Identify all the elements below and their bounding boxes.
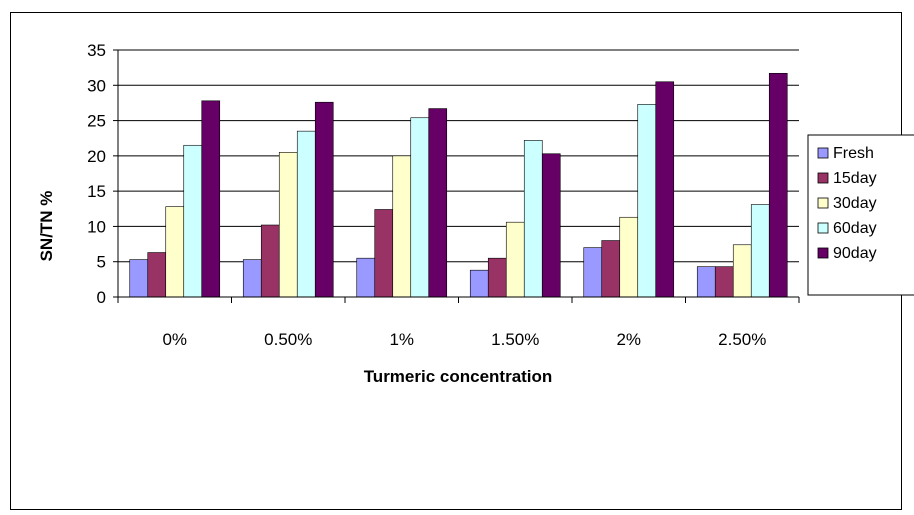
bar-30day-2 (392, 155, 412, 298)
bar-60day-5 (750, 204, 770, 298)
bar-90day-3 (541, 153, 561, 298)
bar-60day-0 (183, 144, 203, 298)
bar-30day-4 (619, 216, 639, 298)
bar-15day-2 (374, 209, 394, 298)
x-tick-label: 1.50% (491, 330, 539, 349)
y-tick-label: 30 (87, 76, 106, 95)
y-tick-label: 25 (87, 112, 106, 131)
y-tick-label: 5 (97, 253, 106, 272)
bar-15day-0 (147, 252, 167, 298)
y-tick-label: 0 (97, 288, 106, 307)
bar-60day-1 (296, 130, 316, 298)
bar-30day-3 (505, 221, 525, 298)
bar-60day-4 (637, 104, 657, 298)
bar-fresh-3 (469, 269, 489, 298)
bar-30day-1 (278, 152, 298, 298)
legend-swatch-90day (817, 247, 829, 259)
y-tick-label: 15 (87, 182, 106, 201)
x-tick-label: 2.50% (718, 330, 766, 349)
legend-label-60day: 60day (833, 220, 877, 237)
x-axis-title: Turmeric concentration (364, 367, 553, 386)
legend-label-15day: 15day (833, 170, 877, 187)
bar-15day-1 (260, 224, 280, 298)
legend-box (807, 134, 914, 296)
legend-swatch-30day (817, 197, 829, 209)
x-ticks: 0% 0.50% 1% 1.50% 2% 2.50% (117, 297, 800, 349)
bar-90day-4 (655, 81, 675, 298)
plot-area (118, 50, 799, 297)
bar-90day-1 (314, 101, 334, 298)
gridlines (118, 49, 799, 263)
y-axis-title: SN/TN % (37, 191, 56, 262)
bar-fresh-5 (696, 266, 716, 298)
y-tick-label: 10 (87, 217, 106, 236)
bar-90day-2 (428, 108, 448, 298)
x-tick-label: 1% (389, 330, 414, 349)
legend-swatch-15day (817, 172, 829, 184)
bar-60day-2 (410, 117, 430, 298)
legend-label-fresh: Fresh (833, 145, 874, 162)
bar-15day-5 (714, 266, 734, 298)
y-tick-label: 20 (87, 147, 106, 166)
bar-60day-3 (523, 140, 543, 298)
bar-90day-5 (768, 72, 788, 298)
bars (129, 72, 788, 298)
bar-30day-5 (732, 244, 752, 298)
legend-label-90day: 90day (833, 245, 877, 262)
bar-fresh-1 (242, 259, 262, 298)
legend: Fresh 15day 30day 60day 90day (807, 134, 914, 296)
bar-15day-4 (601, 240, 621, 298)
y-ticks: 0 5 10 15 20 25 30 35 (87, 41, 118, 307)
bar-90day-0 (201, 100, 221, 298)
x-tick-label: 0% (162, 330, 187, 349)
x-tick-label: 2% (616, 330, 641, 349)
y-tick-label: 35 (87, 41, 106, 60)
legend-swatch-fresh (817, 147, 829, 159)
x-tick-label: 0.50% (264, 330, 312, 349)
bar-30day-0 (165, 206, 185, 298)
legend-swatch-60day (817, 222, 829, 234)
bar-15day-3 (487, 257, 507, 298)
bar-fresh-2 (356, 257, 376, 298)
bar-fresh-0 (129, 259, 149, 298)
bar-fresh-4 (583, 247, 603, 298)
legend-label-30day: 30day (833, 195, 877, 212)
